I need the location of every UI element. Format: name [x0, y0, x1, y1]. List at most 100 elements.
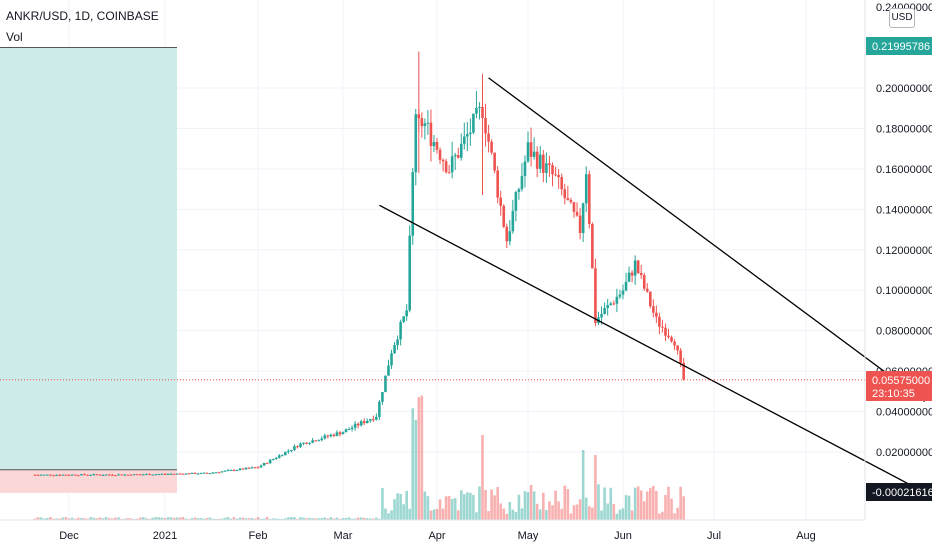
- volume-bar: [73, 518, 77, 520]
- time-tick-label: Jun: [614, 530, 632, 542]
- volume-bar: [481, 435, 484, 520]
- volume-bar: [332, 518, 336, 520]
- time-tick-label: Jul: [707, 530, 721, 542]
- candle-body: [323, 435, 327, 439]
- volume-bar: [356, 517, 360, 520]
- candle-body: [466, 134, 469, 137]
- candle-body: [499, 197, 502, 206]
- candle-body: [232, 469, 236, 471]
- candle-body: [393, 345, 396, 354]
- candle-body: [453, 155, 457, 157]
- volume-bar: [563, 485, 567, 520]
- volume-bar: [95, 518, 99, 520]
- price-tick-label: 0.10000000: [876, 285, 932, 297]
- volume-bar: [241, 517, 245, 520]
- volume-bar: [80, 518, 83, 520]
- time-tick-label: Aug: [796, 530, 816, 542]
- volume-bar: [390, 510, 393, 520]
- volume-bar: [299, 517, 302, 520]
- candle-body: [624, 281, 628, 291]
- volume-bar: [554, 490, 557, 520]
- volume-bar: [259, 518, 263, 520]
- candle-body: [523, 161, 527, 177]
- candle-body: [126, 474, 130, 476]
- candle-body: [658, 316, 661, 327]
- volume-bar: [193, 517, 197, 520]
- candle-body: [311, 440, 314, 443]
- candle-body: [679, 350, 682, 363]
- price-axis[interactable]: 0.240000000.200000000.180000000.16000000…: [866, 2, 932, 501]
- volume-bar: [172, 517, 176, 520]
- candle-body: [487, 133, 490, 142]
- volume-bar: [335, 517, 339, 520]
- candle-body: [70, 474, 74, 476]
- volume-bar: [160, 517, 164, 520]
- volume-bar: [323, 517, 327, 520]
- volume-bar: [441, 508, 445, 520]
- candle-body: [676, 345, 679, 351]
- candle-body: [496, 170, 499, 198]
- candle-body: [166, 473, 170, 475]
- candle-body: [636, 260, 640, 273]
- candle-body: [98, 474, 102, 476]
- candle-body: [396, 339, 399, 346]
- volume-bar: [435, 509, 439, 520]
- volume-bar: [636, 486, 640, 520]
- volume-bar: [591, 507, 594, 520]
- volume-bar: [365, 518, 369, 520]
- volume-bar: [414, 419, 418, 520]
- candle-body: [420, 118, 424, 127]
- currency-button[interactable]: USD: [889, 8, 915, 28]
- volume-bar: [600, 510, 603, 520]
- time-axis[interactable]: Dec 2021 Feb Mar Apr May Jun Jul Aug: [59, 530, 816, 542]
- volume-bar: [627, 495, 631, 520]
- trendline-1[interactable]: [379, 204, 926, 494]
- candle-body: [114, 475, 117, 477]
- candle-body: [520, 176, 524, 190]
- trendline-0[interactable]: [488, 77, 926, 402]
- candle-body: [535, 151, 539, 169]
- candle-body: [184, 473, 188, 475]
- volume-bar: [463, 494, 466, 520]
- candle-body: [353, 423, 357, 428]
- candle-body: [308, 442, 311, 444]
- candle-body: [296, 446, 299, 448]
- candle-body: [223, 470, 227, 472]
- last-price-badge-bg: [866, 371, 932, 401]
- candle-body: [80, 474, 83, 476]
- candle-body: [649, 291, 652, 307]
- volume-bar: [475, 512, 478, 520]
- volume-bar: [520, 508, 524, 520]
- candle-body: [36, 474, 40, 476]
- volume-bar: [296, 518, 299, 520]
- candle-body: [317, 440, 321, 442]
- candle-body: [344, 429, 348, 433]
- candle-body: [399, 321, 402, 340]
- volume-bar: [129, 518, 133, 520]
- candle-body: [664, 327, 667, 336]
- time-tick-label: May: [518, 530, 539, 542]
- volume-bar: [293, 517, 296, 520]
- volume-bar: [256, 517, 260, 520]
- volume-bar: [314, 518, 317, 520]
- volume-bar: [469, 492, 472, 520]
- price-tick-label: 0.08000000: [876, 326, 932, 338]
- candle-body: [560, 177, 564, 190]
- candle-body: [293, 446, 296, 450]
- volume-bar: [277, 518, 281, 520]
- candle-body: [484, 117, 487, 134]
- volume-bar: [280, 518, 284, 520]
- volume-bar: [514, 511, 518, 520]
- price-tick-label: 0.04000000: [876, 407, 932, 419]
- candle-body: [314, 440, 317, 442]
- candle-body: [581, 203, 585, 234]
- candle-body: [545, 163, 548, 173]
- volume-bar: [569, 513, 573, 520]
- candle-body: [326, 435, 330, 437]
- candle-body: [551, 165, 554, 175]
- candle-body: [411, 172, 415, 236]
- candle-body: [193, 472, 197, 474]
- candle-body: [138, 474, 142, 476]
